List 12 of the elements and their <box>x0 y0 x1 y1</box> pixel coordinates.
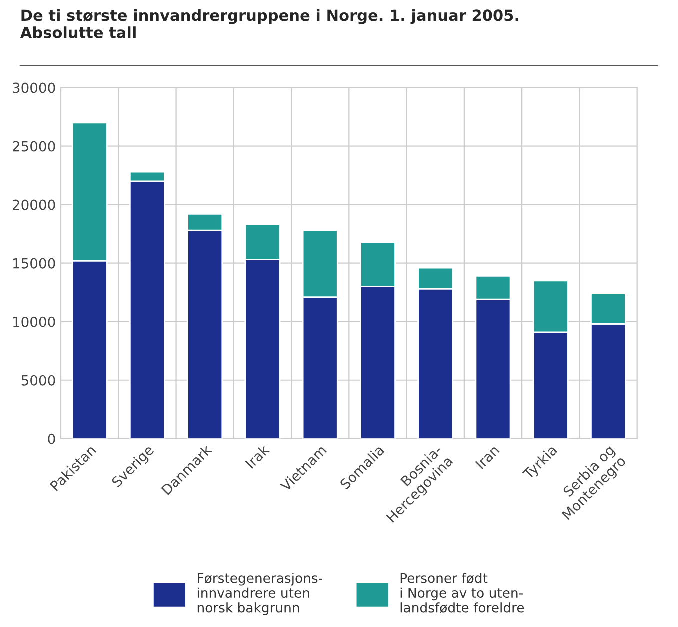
chart-title: De ti største innvandrergruppene i Norge. 1. januar 2005. Absolutte tall <box>20 9 518 38</box>
y-tick-label: 15000 <box>14 258 56 269</box>
y-tick-label: 10000 <box>14 316 56 328</box>
x-tick-label: Iran <box>475 444 500 470</box>
y-tick-label: 20000 <box>12 200 56 210</box>
legend-label: Personer født i Norge av to uten- landsfødte foreldre <box>400 573 524 614</box>
x-tick-label: Irak <box>245 444 270 470</box>
y-tick-label: 25000 <box>12 141 56 152</box>
y-tick-label: 0 <box>48 434 56 444</box>
legend-label: Førstegenerasjons- innvandrere uten norsk bakgrunn <box>198 573 322 616</box>
y-tick-label: 30000 <box>13 82 56 94</box>
y-tick-label: 5000 <box>22 375 56 386</box>
